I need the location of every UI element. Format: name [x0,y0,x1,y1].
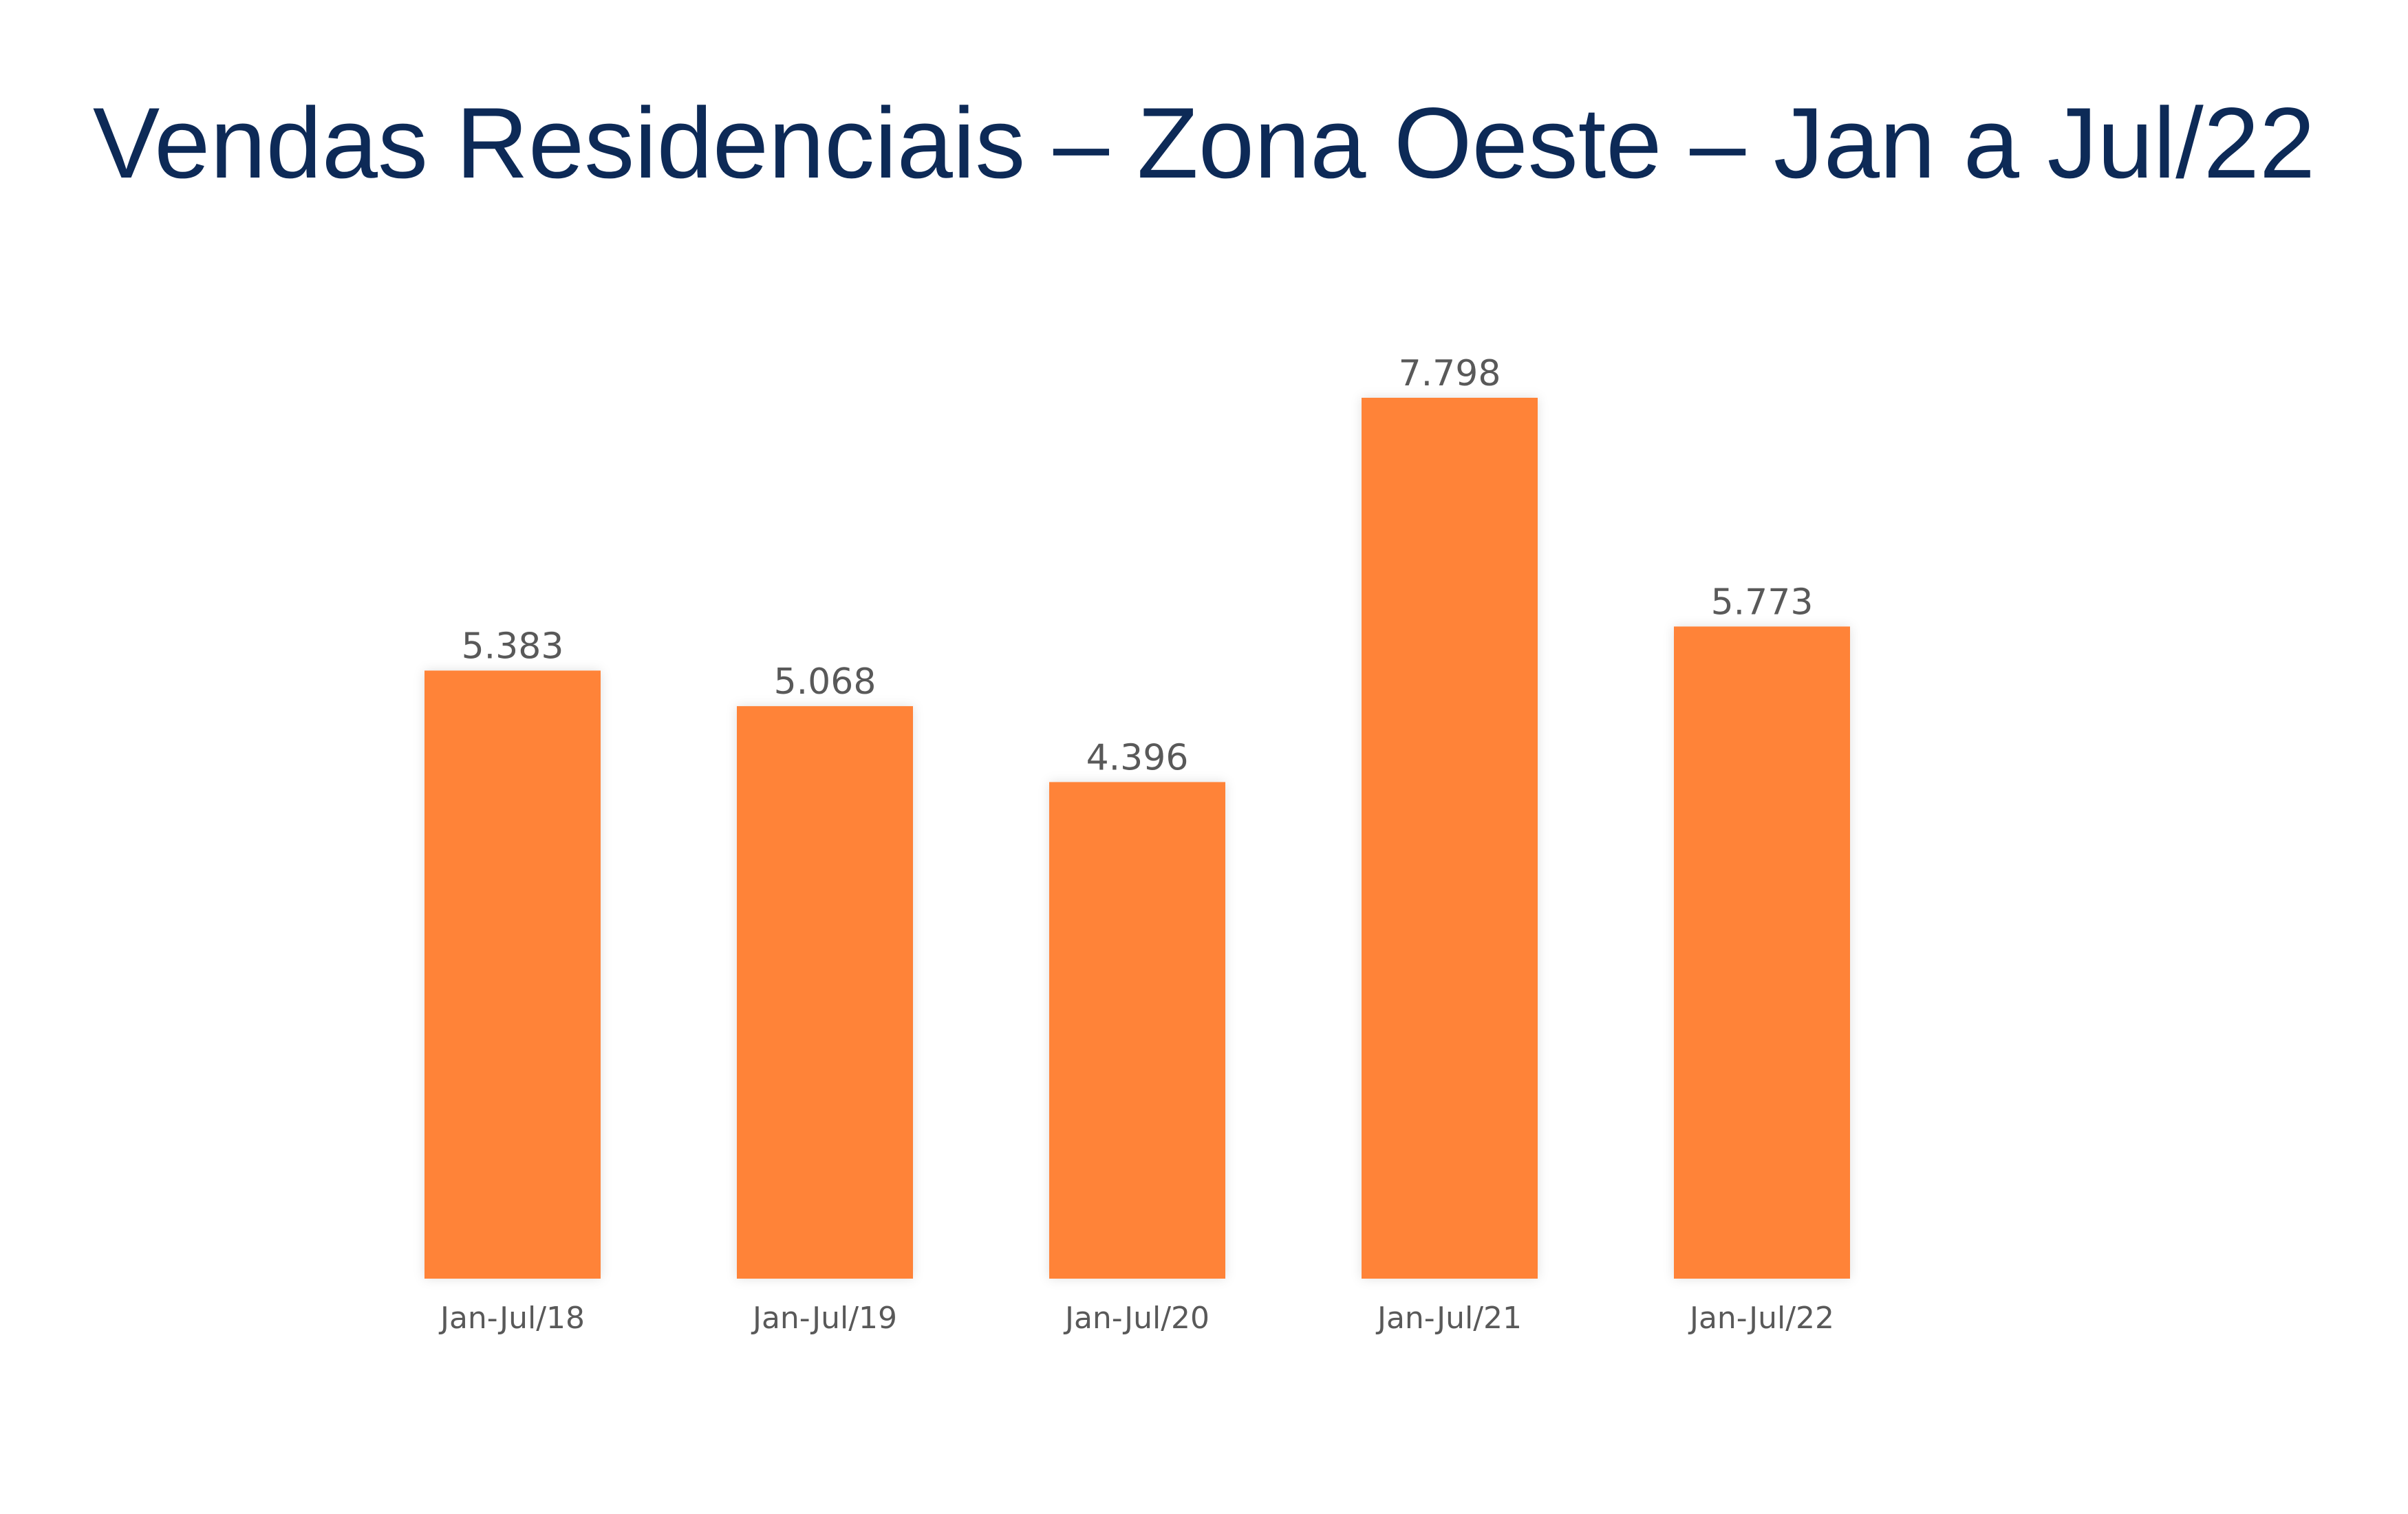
category-label: Jan-Jul/18 [438,1301,585,1336]
category-label: Jan-Jul/20 [1063,1301,1210,1336]
bar-value-label: 7.798 [1399,353,1501,394]
bars [424,398,1850,1279]
value-labels: 5.383 5.068 4.396 7.798 5.773 [462,353,1814,778]
chart-title: Vendas Residenciais – Zona Oeste – Jan a… [92,87,2316,199]
category-label: Jan-Jul/22 [1688,1301,1834,1336]
bar-Jan-Jul/19 [737,706,913,1279]
bar-value-label: 5.383 [462,626,564,667]
category-label: Jan-Jul/21 [1375,1301,1522,1336]
bar-Jan-Jul/21 [1362,398,1538,1279]
bar-Jan-Jul/18 [424,670,601,1279]
bar-value-label: 5.773 [1711,582,1814,623]
category-axis-labels: Jan-Jul/18 Jan-Jul/19 Jan-Jul/20 Jan-Jul/21… [438,1301,1834,1336]
bar-value-label: 5.068 [774,661,877,703]
bar-value-label: 4.396 [1086,737,1189,778]
category-label: Jan-Jul/19 [751,1301,897,1336]
bar-Jan-Jul/20 [1049,782,1225,1279]
bar-Jan-Jul/22 [1674,626,1850,1279]
